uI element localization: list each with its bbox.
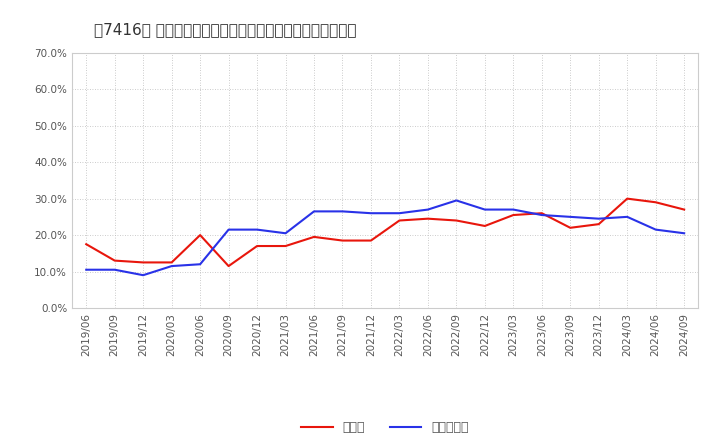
有利子負債 [366,211,375,216]
現頃金 [509,213,518,218]
有利子負債 [282,231,290,236]
現頃金 [196,232,204,238]
有利子負債 [537,213,546,218]
現頃金 [282,243,290,249]
有利子負債 [225,227,233,232]
Line: 有利子負債: 有利子負債 [86,201,684,275]
現頃金 [366,238,375,243]
現頃金 [139,260,148,265]
現頃金 [537,211,546,216]
有利子負債 [82,267,91,272]
有利子負債 [423,207,432,212]
有利子負債 [253,227,261,232]
現頃金 [395,218,404,223]
有利子負債 [310,209,318,214]
有利子負債 [395,211,404,216]
現頃金 [225,264,233,269]
現頃金 [452,218,461,223]
有利子負債 [167,264,176,269]
現頃金 [595,221,603,227]
有利子負債 [680,231,688,236]
現頃金 [423,216,432,221]
現頃金 [480,224,489,229]
Legend: 現頃金, 有利子負債: 現頃金, 有利子負債 [302,422,469,434]
有利子負債 [652,227,660,232]
現頃金 [680,207,688,212]
有利子負債 [338,209,347,214]
現頃金 [623,196,631,201]
Line: 現頃金: 現頃金 [86,198,684,266]
現頃金 [566,225,575,231]
有利子負債 [480,207,489,212]
有利子負債 [509,207,518,212]
現頃金 [253,243,261,249]
有利子負債 [196,262,204,267]
Text: ［7416］ 現預金、有利子負債の総資産に対する比率の推移: ［7416］ 現預金、有利子負債の総資産に対する比率の推移 [94,22,356,37]
現頃金 [82,242,91,247]
現頃金 [338,238,347,243]
現頃金 [167,260,176,265]
有利子負債 [566,214,575,220]
現頃金 [310,234,318,239]
有利子負債 [623,214,631,220]
現頃金 [110,258,119,263]
有利子負債 [139,272,148,278]
現頃金 [652,200,660,205]
有利子負債 [595,216,603,221]
有利子負債 [110,267,119,272]
有利子負債 [452,198,461,203]
